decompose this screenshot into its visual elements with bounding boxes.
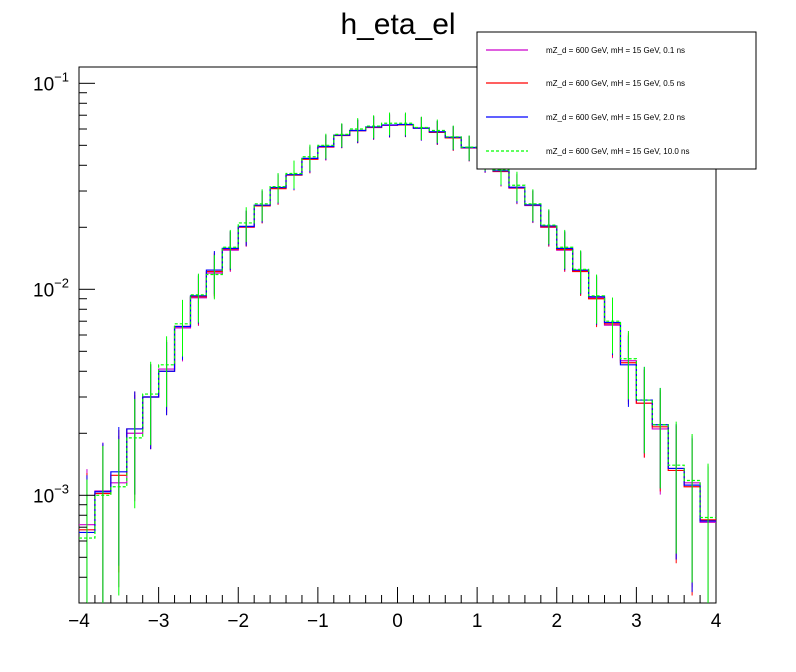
x-axis: −4 −3 −2 −1 0 1 2 3 4 bbox=[68, 587, 722, 632]
legend-label-2: mZ_d = 600 GeV, mH = 15 GeV, 2.0 ns bbox=[546, 113, 685, 122]
y-tick-label: 10−3 bbox=[33, 481, 69, 507]
x-tick-label: 2 bbox=[551, 611, 562, 632]
y-tick-exponent: −2 bbox=[54, 275, 69, 290]
x-tick-label: 0 bbox=[392, 611, 403, 632]
chart-title: h_eta_el bbox=[340, 8, 455, 41]
legend: mZ_d = 600 GeV, mH = 15 GeV, 0.1 ns mZ_d … bbox=[476, 31, 757, 170]
legend-label-1: mZ_d = 600 GeV, mH = 15 GeV, 0.5 ns bbox=[546, 79, 685, 88]
y-tick-exponent: −1 bbox=[54, 69, 69, 84]
x-tick-label: 4 bbox=[711, 611, 722, 632]
y-axis: 10−110−210−3 bbox=[33, 69, 95, 604]
series-3 bbox=[79, 112, 716, 603]
y-tick-exponent: −3 bbox=[54, 481, 69, 496]
legend-label-0: mZ_d = 600 GeV, mH = 15 GeV, 0.1 ns bbox=[546, 46, 685, 55]
x-tick-label: −3 bbox=[148, 611, 170, 632]
legend-box bbox=[476, 31, 757, 170]
series-layer bbox=[79, 112, 716, 603]
x-tick-label: −1 bbox=[307, 611, 329, 632]
x-tick-label: 3 bbox=[631, 611, 642, 632]
legend-label-3: mZ_d = 600 GeV, mH = 15 GeV, 10.0 ns bbox=[546, 147, 690, 156]
y-tick-base: 10 bbox=[33, 486, 54, 507]
y-tick-base: 10 bbox=[33, 280, 54, 301]
x-tick-label: 1 bbox=[472, 611, 483, 632]
y-tick-label: 10−1 bbox=[33, 69, 69, 95]
y-tick-label: 10−2 bbox=[33, 275, 69, 301]
x-tick-label: −2 bbox=[227, 611, 249, 632]
x-tick-label: −4 bbox=[68, 611, 90, 632]
y-tick-base: 10 bbox=[33, 74, 54, 95]
series-line-3 bbox=[79, 122, 716, 539]
